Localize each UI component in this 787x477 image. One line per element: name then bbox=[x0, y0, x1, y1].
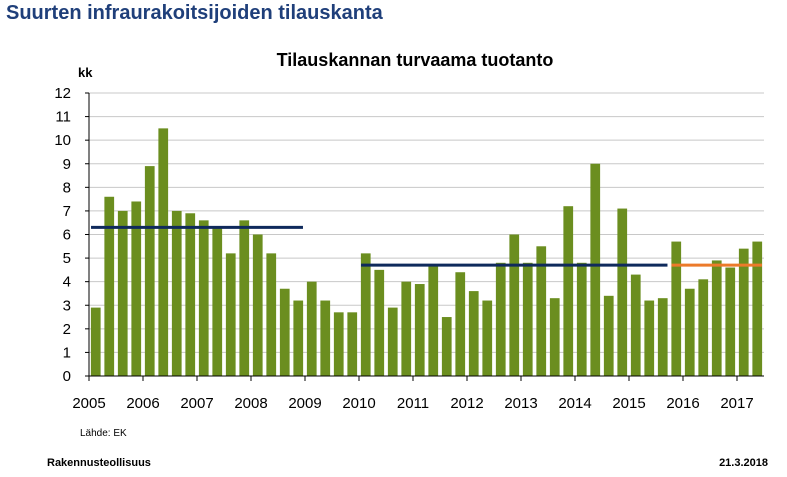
y-tick-label: 12 bbox=[54, 85, 71, 102]
bar bbox=[617, 208, 628, 376]
bar bbox=[509, 234, 520, 376]
bar bbox=[603, 295, 614, 376]
bar bbox=[738, 248, 749, 376]
bar bbox=[401, 281, 412, 376]
average-lines bbox=[91, 225, 762, 267]
x-tick-label: 2017 bbox=[720, 395, 753, 412]
y-tick-label: 7 bbox=[63, 203, 71, 220]
x-tick-label: 2011 bbox=[397, 395, 429, 412]
bar bbox=[347, 312, 358, 376]
bar bbox=[725, 267, 736, 376]
bars bbox=[90, 128, 763, 376]
bar bbox=[576, 262, 587, 376]
x-tick-label: 2007 bbox=[180, 395, 213, 412]
bar bbox=[279, 288, 290, 376]
bar bbox=[360, 253, 371, 376]
bar bbox=[198, 220, 209, 376]
bar bbox=[131, 201, 142, 376]
y-tick-label: 9 bbox=[63, 156, 71, 173]
bar bbox=[468, 291, 479, 376]
x-tick-label: 2015 bbox=[612, 395, 645, 412]
x-tick-label: 2009 bbox=[288, 395, 321, 412]
bar bbox=[684, 288, 695, 376]
y-tick-label: 11 bbox=[55, 109, 71, 126]
axes bbox=[88, 93, 764, 377]
x-tick-label: 2008 bbox=[234, 395, 267, 412]
bar bbox=[293, 300, 304, 376]
bar bbox=[522, 262, 533, 376]
bar bbox=[266, 253, 277, 376]
bar bbox=[117, 210, 128, 376]
x-tick-label: 2013 bbox=[504, 395, 537, 412]
bar bbox=[333, 312, 344, 376]
y-tick-label: 6 bbox=[63, 227, 71, 244]
y-tick-label: 2 bbox=[63, 321, 71, 338]
bar bbox=[495, 262, 506, 376]
bar bbox=[90, 307, 101, 376]
bar bbox=[441, 317, 452, 376]
bar bbox=[158, 128, 169, 376]
bar bbox=[171, 210, 182, 376]
x-tick-label: 2005 bbox=[72, 395, 105, 412]
bar bbox=[549, 298, 560, 376]
bar bbox=[212, 227, 223, 376]
y-axis-unit-label: kk bbox=[78, 65, 93, 80]
bar bbox=[225, 253, 236, 376]
slide-title: Suurten infraurakoitsijoiden tilauskanta bbox=[6, 2, 383, 24]
bar bbox=[374, 269, 385, 376]
bar bbox=[644, 300, 655, 376]
x-tick-label: 2006 bbox=[126, 395, 159, 412]
x-axis-ticks: 2005 2006 2007 2008 2009 2010 2011 2012 2013 2014… bbox=[72, 376, 754, 412]
footer-organization: Rakennusteollisuus bbox=[47, 457, 151, 469]
footer-date: 21.3.2018 bbox=[719, 457, 768, 469]
bar bbox=[428, 265, 439, 376]
bar bbox=[104, 196, 115, 376]
bar bbox=[239, 220, 250, 376]
y-tick-label: 1 bbox=[63, 344, 71, 361]
bar bbox=[671, 241, 682, 376]
bar bbox=[320, 300, 331, 376]
x-tick-label: 2014 bbox=[558, 395, 591, 412]
y-tick-label: 8 bbox=[63, 179, 71, 196]
y-tick-label: 5 bbox=[63, 250, 71, 267]
bar bbox=[563, 206, 574, 376]
y-tick-label: 4 bbox=[63, 274, 71, 291]
x-tick-label: 2010 bbox=[342, 395, 375, 412]
bar bbox=[711, 260, 722, 376]
bar bbox=[698, 279, 709, 376]
y-tick-label: 10 bbox=[54, 132, 71, 149]
bar bbox=[630, 274, 641, 376]
source-note: Lähde: EK bbox=[80, 428, 127, 439]
bar bbox=[455, 272, 466, 376]
y-tick-label: 3 bbox=[63, 297, 71, 314]
bar bbox=[414, 284, 425, 376]
bar bbox=[590, 163, 601, 376]
bar bbox=[752, 241, 763, 376]
bar bbox=[482, 300, 493, 376]
bar bbox=[144, 166, 155, 376]
bar bbox=[306, 281, 317, 376]
bar bbox=[657, 298, 668, 376]
bar bbox=[536, 246, 547, 376]
bar bbox=[252, 234, 263, 376]
chart-title: Tilauskannan turvaama tuotanto bbox=[277, 50, 554, 70]
bar bbox=[387, 307, 398, 376]
x-tick-label: 2012 bbox=[450, 395, 483, 412]
bar bbox=[185, 213, 196, 376]
y-tick-label: 0 bbox=[63, 368, 71, 385]
x-tick-label: 2016 bbox=[666, 395, 699, 412]
